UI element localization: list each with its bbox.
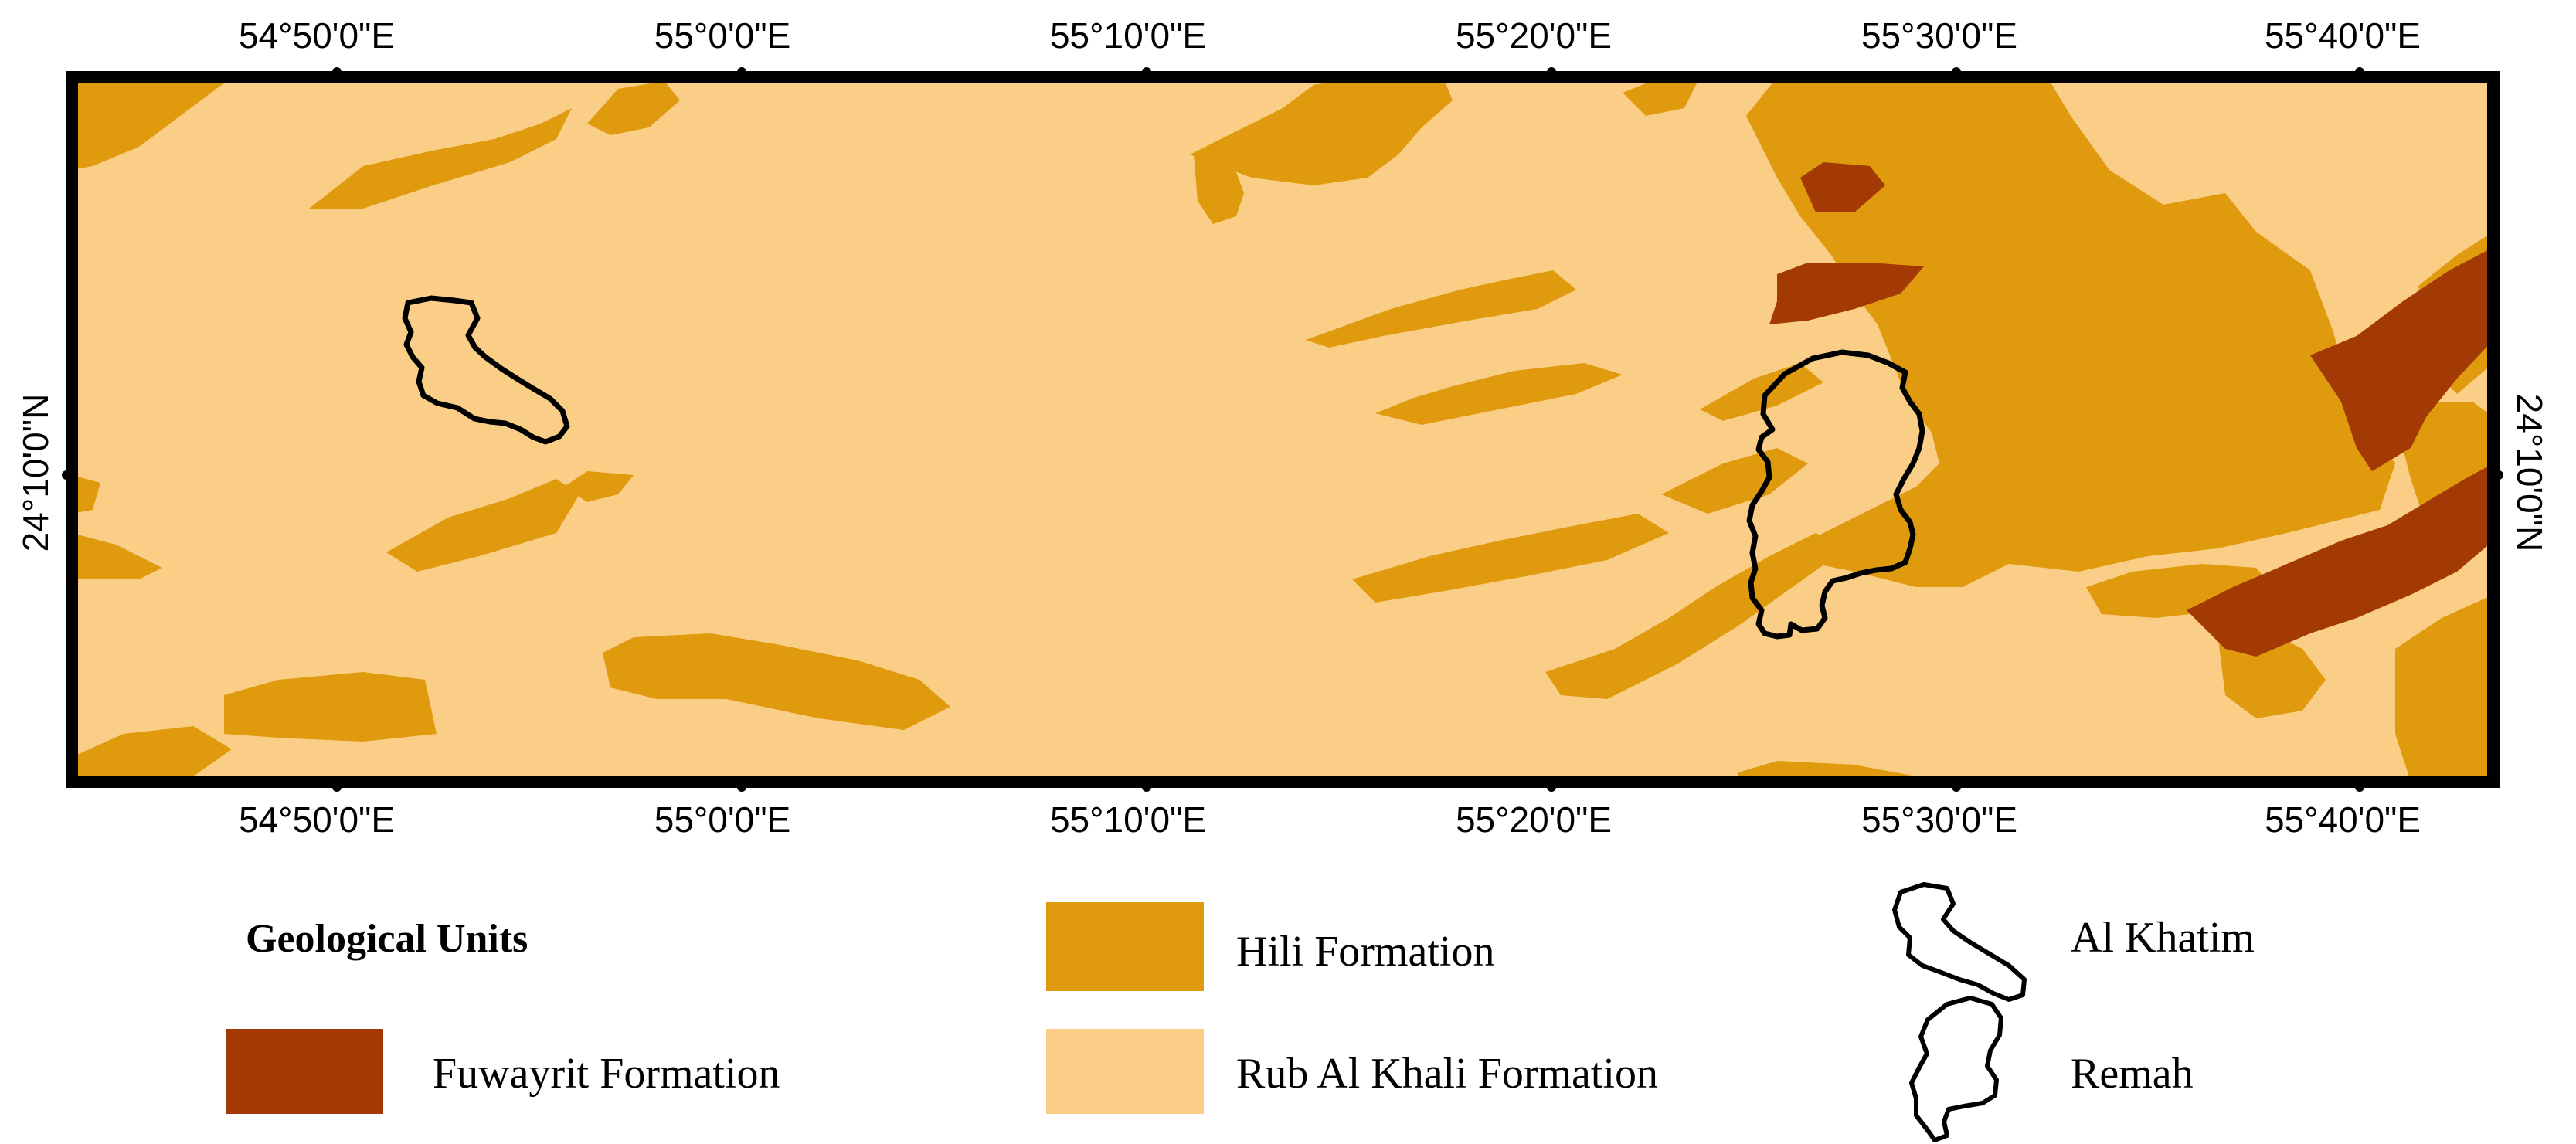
top-tick-label: 55°40'0"E [2265, 15, 2421, 56]
top-tick-label: 55°10'0"E [1050, 15, 1206, 56]
bottom-tick-label: 55°30'0"E [1861, 799, 2017, 840]
rub-al-khali-label: Rub Al Khali Formation [1236, 1050, 1658, 1098]
map-panel [72, 77, 2493, 782]
bottom-axis-labels: 54°50'0"E 55°0'0"E 55°10'0"E 55°20'0"E 5… [239, 799, 2421, 840]
hili-formation-areas [72, 77, 2493, 782]
hili-label: Hili Formation [1236, 928, 1494, 976]
map-frame [66, 71, 2500, 788]
legend-title: Geological Units [246, 917, 528, 961]
al-khatim-outline [402, 295, 570, 445]
remah-legend-icon [1909, 996, 2003, 1142]
legend: Geological Units Fuwayrit Formation Hili… [226, 882, 2255, 1142]
top-tick-label: 55°0'0"E [654, 15, 791, 56]
remah-outline [1746, 349, 1925, 640]
fuwayrit-swatch [226, 1029, 383, 1114]
top-tick-label: 55°30'0"E [1861, 15, 2017, 56]
top-tick-label: 54°50'0"E [239, 15, 395, 56]
left-tick-label: 24°10'0"N [15, 394, 56, 552]
remah-label: Remah [2071, 1050, 2194, 1098]
bottom-tick-label: 54°50'0"E [239, 799, 395, 840]
hili-swatch [1046, 902, 1204, 991]
right-tick-label: 24°10'0"N [2510, 394, 2550, 552]
rub-al-khali-swatch [1046, 1029, 1204, 1114]
top-axis-labels: 54°50'0"E 55°0'0"E 55°10'0"E 55°20'0"E 5… [239, 15, 2421, 56]
al-khatim-legend-icon [1892, 882, 2027, 1002]
fuwayrit-formation-areas [1769, 162, 2493, 657]
bottom-tick-label: 55°40'0"E [2265, 799, 2421, 840]
bottom-tick-label: 55°0'0"E [654, 799, 791, 840]
bottom-tick-label: 55°10'0"E [1050, 799, 1206, 840]
fuwayrit-label: Fuwayrit Formation [433, 1050, 780, 1098]
tick-marks [62, 67, 2503, 792]
top-tick-label: 55°20'0"E [1456, 15, 1612, 56]
bottom-tick-label: 55°20'0"E [1456, 799, 1612, 840]
al-khatim-label: Al Khatim [2071, 914, 2255, 962]
